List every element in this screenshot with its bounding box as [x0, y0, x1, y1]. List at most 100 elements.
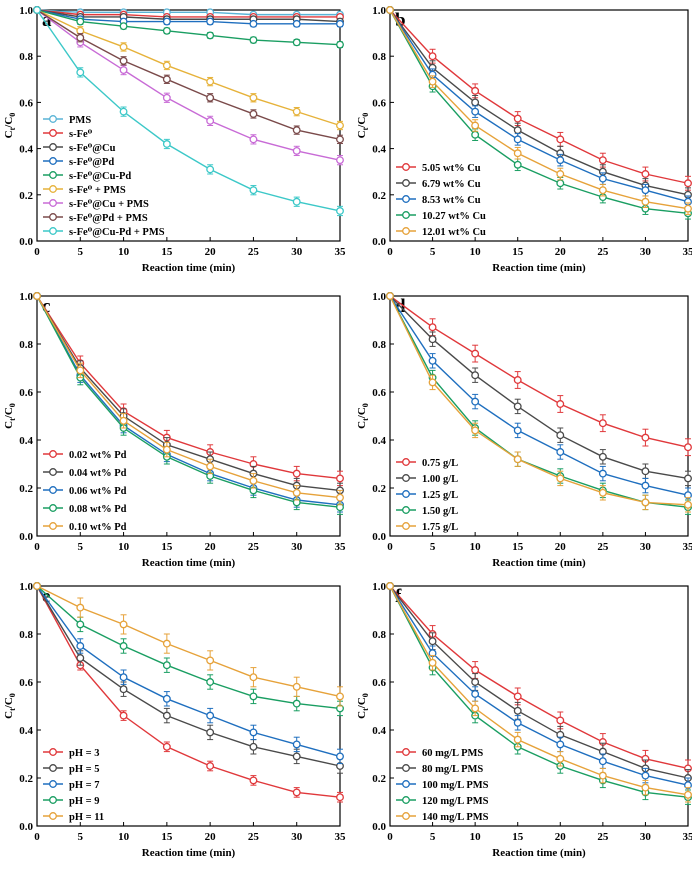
y-axis-label-slash: /C — [3, 407, 15, 419]
series-line — [36, 295, 341, 506]
data-point — [292, 752, 301, 761]
data-point — [33, 582, 41, 590]
y-axis-label-c: C — [3, 711, 15, 719]
plot-frame — [389, 585, 689, 827]
legend-swatch-marker — [49, 522, 57, 530]
data-point — [162, 26, 171, 35]
x-tick-label: 30 — [291, 246, 303, 258]
data-point — [336, 207, 344, 215]
legend-swatch-marker — [402, 227, 410, 235]
y-tick-label: 0.4 — [372, 144, 386, 156]
data-point — [249, 742, 258, 751]
series-line — [36, 9, 340, 16]
legend-swatch-marker — [402, 458, 410, 466]
data-point — [249, 36, 258, 44]
data-point — [598, 771, 607, 780]
x-tick-label: 5 — [430, 246, 436, 258]
legend-label: 1.25 g/L — [422, 490, 458, 501]
legend-swatch-marker — [402, 179, 410, 187]
x-tick-label: 0 — [34, 541, 40, 553]
data-point — [119, 66, 128, 75]
data-point — [119, 22, 128, 31]
x-tick-label: 15 — [161, 831, 173, 843]
data-point — [336, 793, 344, 802]
x-tick-label: 25 — [597, 541, 609, 553]
y-tick-label: 0.0 — [372, 531, 386, 543]
data-point — [249, 728, 258, 737]
legend-swatch-marker — [402, 764, 410, 772]
y-tick-label: 0.4 — [19, 144, 33, 156]
data-point — [336, 40, 344, 49]
data-point — [471, 690, 480, 698]
data-point — [292, 19, 301, 28]
data-point — [292, 682, 301, 691]
legend-label: 60 mg/L PMS — [422, 748, 483, 759]
legend-label: 80 mg/L PMS — [422, 764, 483, 775]
data-point — [684, 179, 692, 188]
legend-label: s-Fe⁰ — [69, 129, 93, 140]
series-7 — [33, 6, 344, 145]
legend-swatch-marker — [49, 115, 57, 123]
data-point — [556, 179, 565, 188]
x-tick-label: 20 — [205, 541, 217, 553]
data-point — [684, 500, 692, 509]
legend-label: 1.75 g/L — [422, 522, 458, 533]
data-point — [471, 371, 480, 380]
legend: 0.02 wt% Pd 0.04 wt% Pd 0.06 wt% Pd 0.08 wt… — [43, 450, 127, 533]
x-tick-label: 25 — [248, 246, 260, 258]
data-point — [471, 426, 480, 435]
series-8 — [33, 6, 344, 217]
data-point — [162, 639, 171, 648]
data-point — [336, 121, 344, 130]
legend-swatch-marker — [402, 211, 410, 219]
x-axis-label: Reaction time (min) — [142, 847, 236, 859]
y-axis-label: Ct/C0 — [3, 403, 17, 429]
data-point — [556, 448, 565, 456]
legend-swatch-marker — [49, 227, 57, 235]
data-point — [513, 692, 522, 701]
data-point — [206, 93, 215, 102]
y-axis-label-sub: 0 — [361, 403, 370, 407]
legend-label: pH = 7 — [69, 780, 100, 791]
x-axis-label: Reaction time (min) — [492, 847, 586, 859]
data-point — [641, 498, 650, 507]
legend-label: pH = 3 — [69, 748, 100, 759]
data-point — [598, 186, 607, 195]
data-point — [598, 757, 607, 766]
legend-swatch-marker — [49, 157, 57, 165]
data-point — [33, 6, 41, 14]
series-line — [36, 585, 341, 758]
data-point — [471, 666, 480, 674]
y-tick-label: 0.8 — [372, 51, 386, 63]
y-axis-label-c: C — [3, 130, 15, 138]
data-point — [471, 397, 480, 406]
x-tick-label: 30 — [291, 831, 303, 843]
plot-frame — [36, 295, 341, 537]
y-axis-label-slash: /C — [356, 407, 368, 419]
x-tick-label: 25 — [597, 831, 609, 843]
data-point — [162, 140, 171, 148]
y-tick-label: 1.0 — [19, 5, 33, 17]
y-tick-label: 0.2 — [372, 773, 386, 785]
data-point — [641, 433, 650, 442]
x-tick-label: 10 — [470, 246, 482, 258]
series-line — [36, 295, 341, 492]
data-point — [119, 642, 128, 650]
data-point — [119, 56, 128, 65]
legend-label: pH = 11 — [69, 812, 104, 823]
series-line — [36, 9, 340, 25]
data-point — [336, 692, 344, 701]
data-point — [386, 292, 394, 300]
data-point — [336, 156, 344, 165]
series-4 — [386, 6, 692, 215]
data-point — [386, 582, 394, 590]
series-6 — [33, 6, 344, 166]
data-point — [292, 469, 301, 478]
y-axis-label-sub: t — [8, 418, 17, 421]
data-point — [556, 170, 565, 178]
data-point — [513, 160, 522, 169]
data-point — [428, 52, 437, 61]
data-point — [428, 378, 437, 387]
series-line — [389, 295, 689, 480]
data-point — [428, 323, 437, 332]
